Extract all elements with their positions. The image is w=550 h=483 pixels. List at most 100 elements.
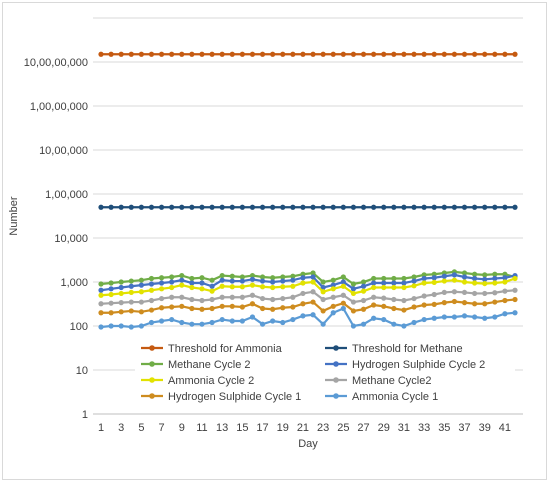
data-point [270,204,276,210]
data-point [280,319,286,326]
data-point [310,204,316,210]
data-point [209,288,215,294]
data-point [249,272,256,279]
legend-label: Hydrogen Sulphide Cycle 1 [168,391,301,403]
data-point [431,279,437,285]
data-point [209,51,215,57]
data-point [300,301,306,307]
data-point [108,300,114,306]
data-point [300,51,306,57]
data-point [441,204,447,210]
data-point [280,274,286,280]
data-point [310,274,316,280]
data-point [270,51,276,57]
data-point [381,284,387,291]
data-point [189,280,195,286]
data-point [461,204,468,210]
data-point [199,204,205,210]
data-point [259,51,266,57]
data-point [229,284,235,290]
data-point [340,292,346,298]
data-point [239,204,245,210]
data-point [350,286,357,292]
data-point [381,303,387,309]
data-point [280,284,286,290]
data-point [492,280,498,286]
data-point [219,283,225,289]
legend-swatch-marker [149,377,155,383]
data-point [421,316,427,323]
data-point [98,281,104,287]
data-point [128,299,134,305]
data-point [492,299,498,305]
data-point [290,204,296,210]
data-point [391,275,397,282]
data-point [239,318,245,324]
data-point [340,204,346,210]
data-point [249,292,256,298]
data-point [381,275,387,282]
data-point [492,314,498,320]
data-point [158,275,165,281]
data-point [249,301,256,307]
data-point [249,204,256,210]
data-point [411,278,417,284]
data-point [482,280,488,287]
data-point [391,305,397,312]
data-point [249,276,256,282]
x-tick-label: 7 [159,422,165,434]
data-point [118,290,124,297]
y-axis-title: Number [8,196,20,235]
data-point [411,283,417,289]
data-point [411,204,417,210]
data-point [148,319,155,326]
legend-swatch-marker [333,377,339,383]
data-point [391,284,397,291]
data-point [169,304,175,310]
data-point [118,51,124,57]
data-point [310,270,316,276]
legend-item: Methane Cycle2 [325,375,432,387]
series-layer [98,51,518,330]
data-point [128,283,134,289]
data-point [502,275,508,281]
data-point [411,274,417,280]
data-point [350,323,357,329]
data-point [259,321,266,327]
x-tick-label: 19 [277,422,289,434]
data-point [421,51,427,57]
x-tick-label: 13 [216,422,228,434]
chart-svg: 1 10 100 1,000 10,000 1,00,000 10,00,000 1,00,0… [8,17,523,450]
data-point [128,289,134,296]
x-tick-label: 17 [256,422,268,434]
data-point [209,296,215,303]
data-point [421,275,427,282]
data-point [229,273,235,279]
data-point [482,276,488,282]
data-point [189,305,195,312]
data-point [340,274,346,280]
data-point [461,289,468,296]
data-point [310,279,316,285]
data-point [401,323,407,329]
data-point [512,287,518,293]
legend-label: Methane Cycle 2 [168,359,251,371]
data-point [330,277,336,283]
data-point [158,295,165,302]
data-point [330,294,336,300]
data-point [219,204,225,210]
data-point [421,272,427,278]
data-point [391,51,397,57]
data-point [340,283,346,289]
data-point [179,303,185,309]
data-point [411,319,417,326]
data-point [461,279,468,285]
data-point [259,305,266,312]
legend-swatch-marker [333,393,339,399]
data-point [371,280,377,286]
data-point [108,323,114,329]
data-point [249,314,256,320]
legend-item: Ammonia Cycle 2 [141,375,254,387]
x-tick-label: 35 [438,422,450,434]
data-point [179,294,185,300]
